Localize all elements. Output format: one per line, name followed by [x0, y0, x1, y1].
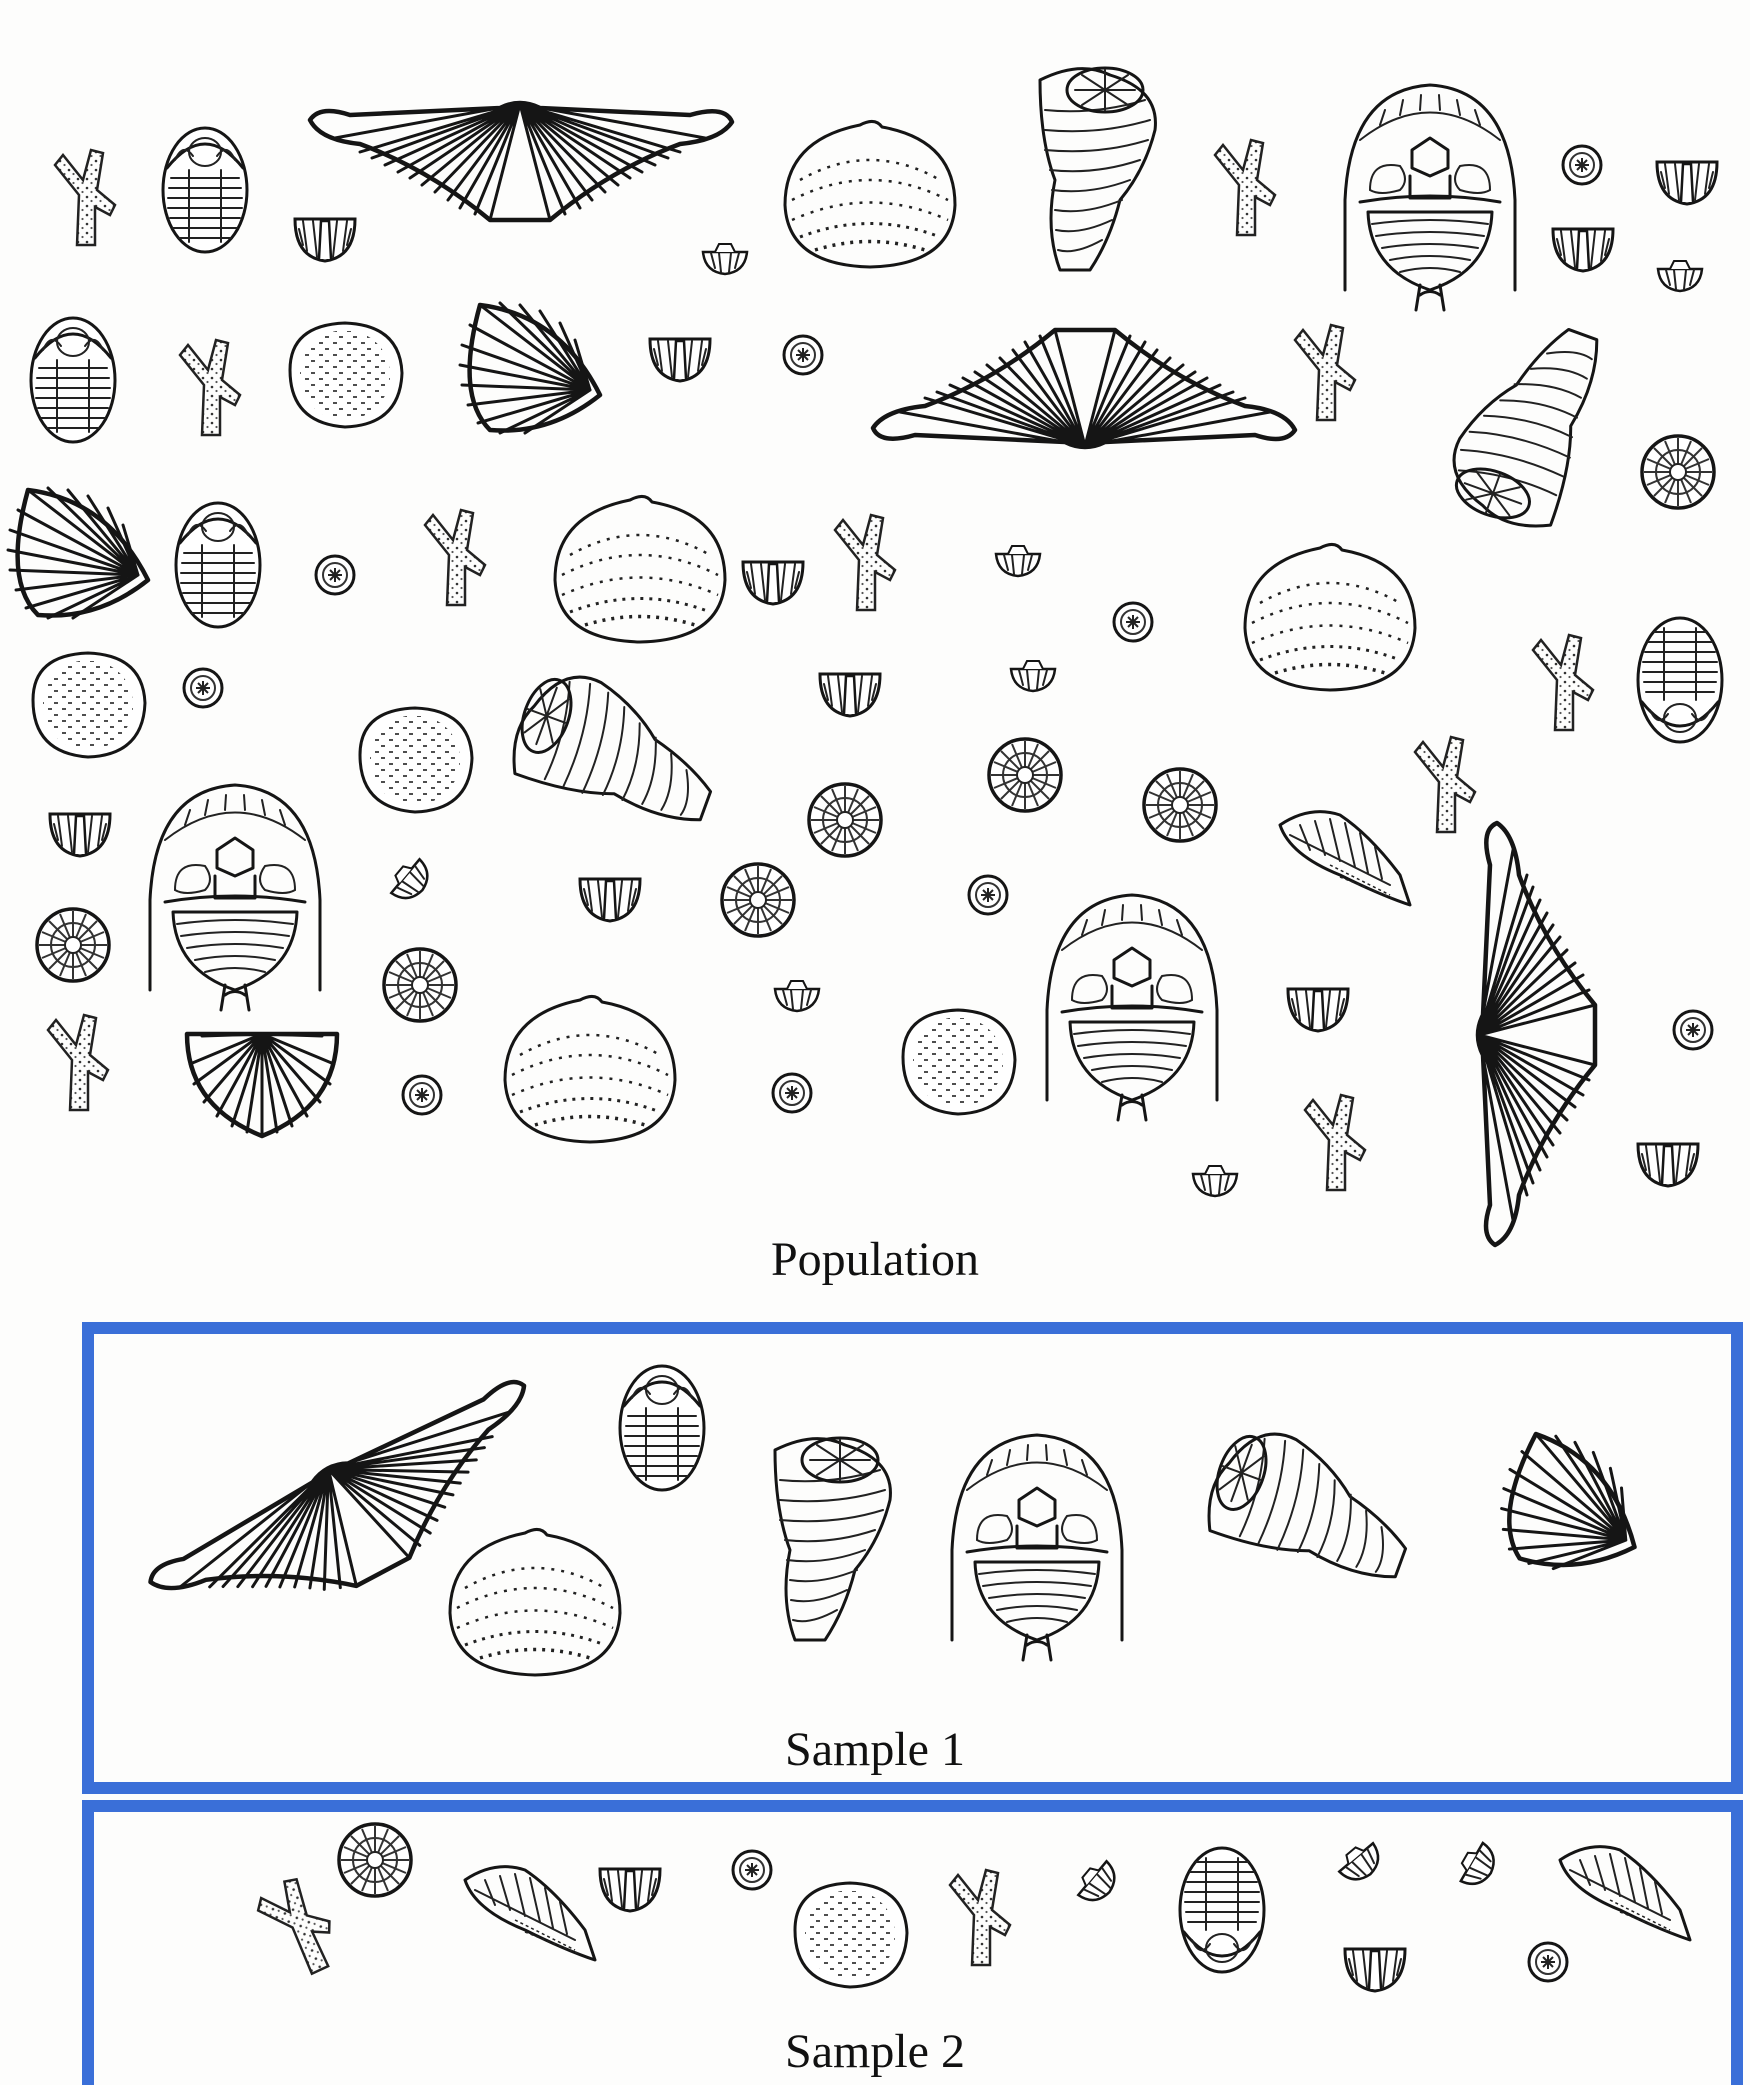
horn-fossil	[1278, 810, 1412, 907]
bryozoan-fossil	[290, 323, 402, 427]
trilobite-fossil	[161, 126, 249, 254]
spirifer-fossil	[1478, 823, 1595, 1245]
population-fossils	[8, 66, 1724, 1245]
sample2-label: Sample 2	[785, 2025, 965, 2078]
crinoid-fossil	[1672, 1009, 1714, 1051]
coral-fossil	[1531, 633, 1595, 732]
disc-fossil	[1142, 767, 1218, 843]
tiny-fossil	[1191, 1164, 1239, 1198]
disc-fossil	[987, 737, 1063, 813]
cup-fossil	[648, 337, 712, 383]
shell-fossil	[553, 494, 727, 644]
crinoid-fossil	[967, 874, 1009, 916]
cup-fossil	[1636, 1142, 1700, 1188]
crinoid-fossil	[1561, 144, 1603, 186]
curved-fossil	[1038, 66, 1157, 272]
crinoid-fossil	[771, 1072, 813, 1114]
shell-fossil	[503, 994, 677, 1144]
disc-fossil	[807, 782, 883, 858]
spirifer-fossil	[310, 103, 732, 220]
tiny-fossil	[994, 544, 1042, 578]
sample1-label: Sample 1	[785, 1723, 965, 1776]
coral-fossil	[833, 513, 897, 612]
cup-fossil	[741, 560, 805, 606]
curved-fossil	[502, 659, 735, 841]
cup-fossil	[578, 877, 642, 923]
disc-fossil	[382, 947, 458, 1023]
sample1-box	[82, 1322, 1743, 1794]
cup-fossil	[1551, 227, 1615, 273]
bryozoan-fossil	[903, 1010, 1015, 1114]
tiny-fossil	[383, 852, 438, 909]
coral-fossil	[1303, 1093, 1367, 1192]
shell-fossil	[1243, 542, 1417, 692]
trilobite-fossil	[1636, 616, 1724, 744]
cup-fossil	[293, 217, 357, 263]
spirifer-fossil	[873, 330, 1295, 447]
bryozoan-fossil	[33, 653, 145, 757]
harpes-fossil	[1343, 83, 1517, 312]
cup-fossil	[818, 672, 882, 718]
crinoid-fossil	[782, 334, 824, 376]
cup-fossil	[48, 812, 112, 858]
harpes-fossil	[148, 783, 322, 1012]
coral-fossil	[53, 148, 117, 247]
coral-fossil	[46, 1013, 110, 1112]
crinoid-fossil	[401, 1074, 443, 1116]
crinoid-fossil	[182, 667, 224, 709]
coral-fossil	[1213, 138, 1277, 237]
disc-fossil	[1640, 434, 1716, 510]
crinoid-fossil	[1112, 601, 1154, 643]
shell-fossil	[783, 119, 957, 269]
cup-fossil	[1655, 160, 1719, 206]
tiny-fossil	[773, 979, 821, 1013]
trilobite-fossil	[174, 501, 262, 629]
fan-fossil	[460, 303, 600, 433]
coral-fossil	[1293, 323, 1357, 422]
tiny-fossil	[1009, 659, 1057, 693]
tiny-fossil	[701, 242, 749, 276]
bryozoan-fossil	[360, 708, 472, 812]
disc-fossil	[720, 862, 796, 938]
harpes-fossil	[1045, 893, 1219, 1122]
disc-fossil	[35, 907, 111, 983]
cup-fossil	[1286, 987, 1350, 1033]
tiny-fossil	[1656, 259, 1704, 293]
sample2-box	[82, 1800, 1743, 2085]
coral-fossil	[423, 508, 487, 607]
fan-fossil	[8, 488, 148, 618]
population-label: Population	[770, 1233, 979, 1286]
curved-fossil	[1436, 305, 1618, 538]
coral-fossil	[1413, 735, 1477, 834]
lowfan-fossil	[187, 1034, 337, 1136]
trilobite-fossil	[29, 316, 117, 444]
coral-fossil	[178, 338, 242, 437]
crinoid-fossil	[314, 554, 356, 596]
